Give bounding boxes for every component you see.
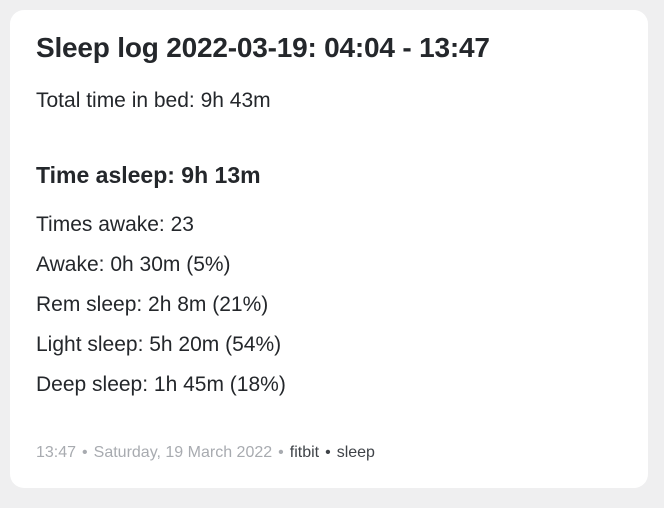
tag-sleep[interactable]: sleep (336, 444, 375, 461)
sleep-log-card: Sleep log 2022-03-19: 04:04 - 13:47 Tota… (10, 10, 648, 488)
footer-separator: • (82, 444, 88, 461)
awake-duration: Awake: 0h 30m (5%) (36, 253, 231, 276)
footer-separator: • (278, 444, 284, 461)
times-awake: Times awake: 23 (36, 213, 194, 236)
light-sleep-duration: Light sleep: 5h 20m (54%) (36, 333, 282, 356)
entry-title: Sleep log 2022-03-19: 04:04 - 13:47 (36, 32, 490, 63)
rem-sleep-duration: Rem sleep: 2h 8m (21%) (36, 293, 269, 316)
entry-footer: 13:47 • Saturday, 19 March 2022 • fitbit • sle… (36, 442, 375, 464)
tag-fitbit[interactable]: fitbit (289, 444, 320, 461)
footer-time[interactable]: 13:47 (36, 444, 77, 461)
footer-tag-separator: • (325, 444, 331, 461)
footer-date: Saturday, 19 March 2022 (93, 444, 273, 461)
total-time-in-bed: Total time in bed: 9h 43m (36, 89, 271, 112)
deep-sleep-duration: Deep sleep: 1h 45m (18%) (36, 373, 286, 396)
time-asleep-heading: Time asleep: 9h 13m (36, 162, 261, 188)
